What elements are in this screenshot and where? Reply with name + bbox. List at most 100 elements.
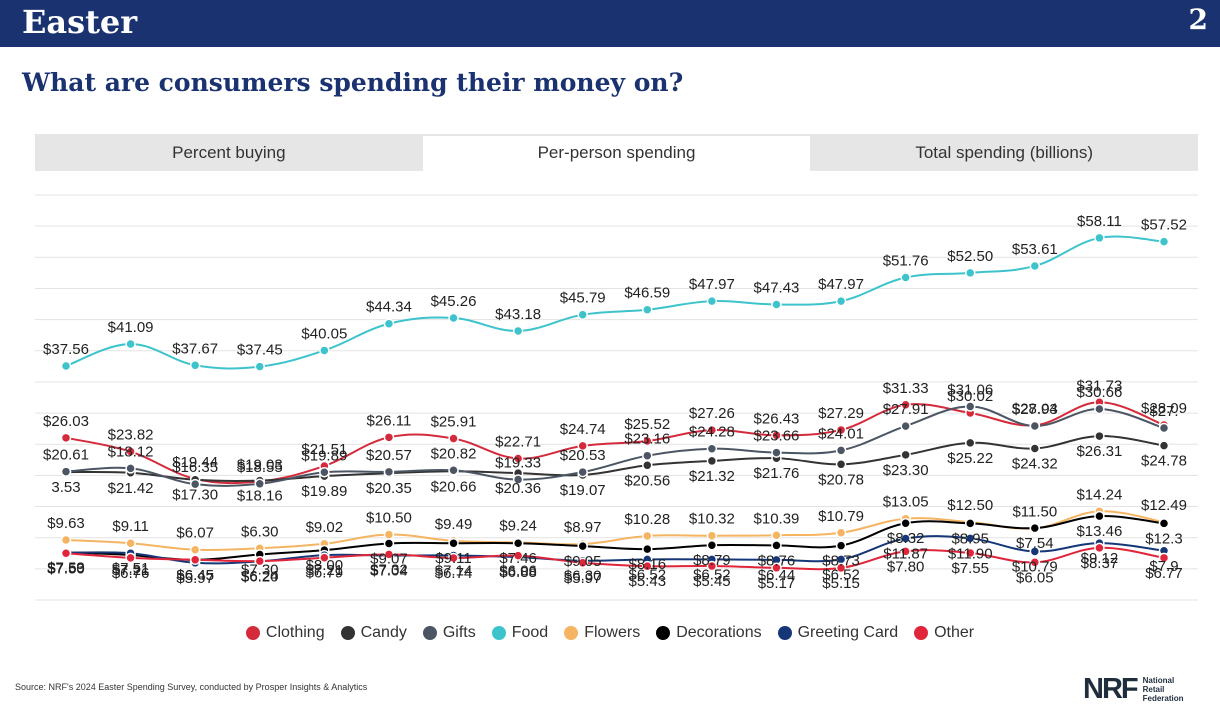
data-point-other (964, 547, 976, 559)
data-label-gifts: $20.57 (366, 447, 412, 464)
data-point-decorations (512, 537, 524, 549)
data-point-decorations (577, 540, 588, 552)
data-point-other (1029, 557, 1041, 568)
data-label-decorations: $9.11 (435, 550, 471, 567)
data-label-decorations: $9.05 (564, 553, 602, 570)
data-label-decorations: $8.79 (693, 552, 731, 569)
data-label-decorations: $12.3 (1145, 530, 1183, 547)
data-label-candy: 3.53 (51, 479, 80, 496)
data-point-food (900, 272, 911, 283)
data-point-gifts (189, 478, 201, 490)
data-point-flowers (125, 537, 136, 549)
data-label-other: $7.80 (887, 558, 925, 575)
data-label-flowers: $14.24 (1076, 486, 1122, 503)
series-line-clothing (65, 401, 1165, 485)
data-label-other: $8.37 (1081, 555, 1119, 572)
data-label-flowers: $9.49 (435, 516, 473, 533)
data-point-food (1158, 236, 1170, 247)
legend-swatch (422, 626, 437, 640)
data-point-gifts (1029, 420, 1041, 432)
data-label-clothing: $23.82 (108, 427, 154, 444)
data-point-decorations (771, 540, 782, 551)
logo-words: National Retail Federation (1143, 676, 1184, 703)
page-heading: What are consumers spending their money … (22, 68, 684, 97)
data-label-greeting-card: $11.90 (948, 545, 993, 562)
data-label-gifts: $20.61 (43, 447, 89, 464)
data-label-flowers: $8.97 (564, 519, 602, 536)
data-label-food: $58.11 (1077, 213, 1122, 230)
data-label-flowers: $9.11 (112, 518, 148, 535)
data-point-decorations (964, 518, 976, 529)
data-point-other (1158, 552, 1170, 564)
data-label-food: $52.50 (947, 248, 993, 265)
legend-item-decorations: Decorations (656, 624, 762, 642)
data-point-clothing (125, 446, 136, 457)
data-label-greeting-card: $6.52 (822, 566, 860, 583)
data-label-decorations: $7.54 (1016, 535, 1054, 552)
data-point-other (448, 552, 459, 564)
data-label-decorations: $13.46 (1076, 523, 1122, 540)
data-label-gifts: $27.93 (1012, 401, 1058, 418)
data-point-flowers (189, 544, 201, 555)
data-point-food (125, 338, 136, 350)
data-label-decorations: $9.07 (370, 550, 408, 567)
data-label-other: $7.50 (47, 560, 85, 577)
data-label-flowers: $6.30 (241, 523, 279, 540)
data-label-greeting-card: $7.14 (435, 563, 473, 580)
data-point-clothing (900, 399, 911, 411)
data-label-greeting-card: $7.9 (1149, 558, 1178, 575)
data-label-gifts: $24.28 (689, 424, 735, 441)
chart-points (60, 232, 1170, 574)
data-point-gifts (448, 465, 459, 476)
source-note: Source: NRF's 2024 Easter Spending Surve… (15, 682, 368, 692)
data-point-food (319, 345, 330, 356)
data-point-decorations (1094, 510, 1105, 522)
data-label-flowers: $10.32 (689, 511, 735, 528)
data-point-food (706, 295, 718, 307)
data-label-clothing: $24.74 (560, 421, 606, 438)
legend-swatch (656, 626, 671, 640)
data-label-greeting-card: $7.04 (370, 563, 408, 580)
data-label-gifts: $31.06 (947, 381, 993, 398)
data-point-decorations (448, 537, 459, 549)
data-point-clothing (383, 432, 395, 443)
data-point-decorations (383, 538, 395, 549)
data-label-candy: $21.42 (108, 480, 154, 497)
tab-total-spending[interactable]: Total spending (billions) (915, 143, 1093, 162)
series-line-candy (65, 435, 1165, 483)
legend-label: Other (934, 624, 975, 641)
data-point-clothing (835, 424, 847, 436)
data-label-food: $46.59 (624, 285, 670, 302)
data-label-food: $37.67 (172, 340, 218, 357)
tab-per-person-spending[interactable]: Per-person spending (422, 136, 811, 171)
data-point-decorations (1158, 518, 1170, 529)
data-point-flowers (60, 534, 72, 546)
series-line-gifts (65, 405, 1165, 487)
data-label-clothing: $27.29 (818, 405, 864, 422)
data-point-flowers (706, 530, 718, 541)
data-label-greeting-card: $11.87 (883, 546, 928, 563)
data-point-other (900, 546, 911, 557)
data-label-food: $51.76 (883, 252, 929, 269)
logo-mark: NRF (1083, 673, 1139, 705)
data-label-other: $6.24 (241, 568, 279, 585)
data-point-other (835, 562, 847, 574)
data-label-clothing: $25.52 (624, 416, 670, 433)
data-point-greeting-card (964, 533, 976, 544)
data-label-other: $5.45 (693, 573, 731, 590)
data-point-gifts (125, 463, 136, 474)
data-point-clothing (771, 430, 782, 441)
data-label-food: $53.61 (1012, 241, 1058, 258)
data-point-other (60, 548, 72, 559)
data-point-decorations (1029, 522, 1041, 534)
data-label-clothing: $31.33 (883, 380, 929, 397)
data-label-clothing: $26.03 (43, 413, 89, 430)
data-label-gifts: $23.66 (754, 428, 800, 445)
legend-label: Food (511, 624, 549, 641)
data-point-food (964, 267, 976, 279)
data-point-flowers (835, 527, 847, 539)
nrf-logo: NRF National Retail Federation (1083, 674, 1184, 704)
tab-percent-buying[interactable]: Percent buying (172, 143, 286, 162)
data-label-decorations: $8.16 (629, 556, 667, 573)
data-label-candy: $20.35 (366, 480, 412, 497)
